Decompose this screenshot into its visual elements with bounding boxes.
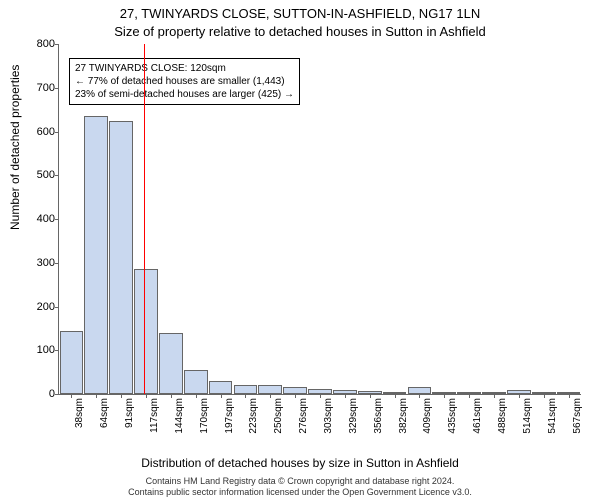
y-tick-label: 300: [25, 257, 59, 269]
y-tick-mark: [55, 44, 59, 45]
x-tick-label: 382sqm: [398, 398, 409, 434]
x-tick-mark: [370, 394, 371, 398]
annotation-line-3: 23% of semi-detached houses are larger (…: [75, 88, 294, 101]
x-tick-label: 197sqm: [224, 398, 235, 434]
x-tick-mark: [419, 394, 420, 398]
marker-line: [144, 44, 145, 394]
annotation-line-1: 27 TWINYARDS CLOSE: 120sqm: [75, 62, 294, 75]
annotation-box: 27 TWINYARDS CLOSE: 120sqm ← 77% of deta…: [69, 58, 300, 105]
y-tick-label: 500: [25, 169, 59, 181]
y-tick-mark: [55, 350, 59, 351]
x-tick-mark: [171, 394, 172, 398]
x-tick-label: 250sqm: [273, 398, 284, 434]
footer-text: Contains HM Land Registry data © Crown c…: [0, 476, 600, 498]
annotation-line-2: ← 77% of detached houses are smaller (1,…: [75, 75, 294, 88]
y-axis-label: Number of detached properties: [8, 65, 22, 230]
y-tick-mark: [55, 219, 59, 220]
plot-area: 27 TWINYARDS CLOSE: 120sqm ← 77% of deta…: [58, 44, 581, 395]
x-tick-label: 409sqm: [422, 398, 433, 434]
x-tick-mark: [196, 394, 197, 398]
x-tick-mark: [121, 394, 122, 398]
footer-line-2: Contains public sector information licen…: [0, 487, 600, 498]
histogram-bar: [159, 333, 183, 394]
x-tick-label: 541sqm: [547, 398, 558, 434]
chart-container: 27, TWINYARDS CLOSE, SUTTON-IN-ASHFIELD,…: [0, 0, 600, 500]
x-tick-label: 329sqm: [348, 398, 359, 434]
x-tick-label: 461sqm: [472, 398, 483, 434]
x-tick-mark: [146, 394, 147, 398]
y-tick-label: 800: [25, 38, 59, 50]
title-line-1: 27, TWINYARDS CLOSE, SUTTON-IN-ASHFIELD,…: [0, 6, 600, 21]
y-tick-label: 100: [25, 344, 59, 356]
y-tick-mark: [55, 307, 59, 308]
histogram-bar: [209, 381, 233, 394]
x-tick-mark: [96, 394, 97, 398]
x-tick-label: 91sqm: [124, 398, 135, 428]
x-tick-label: 38sqm: [74, 398, 85, 428]
x-tick-mark: [71, 394, 72, 398]
y-tick-mark: [55, 263, 59, 264]
histogram-bar: [109, 121, 133, 394]
y-tick-label: 700: [25, 82, 59, 94]
y-tick-mark: [55, 175, 59, 176]
x-tick-mark: [295, 394, 296, 398]
histogram-bar: [258, 385, 282, 394]
y-tick-label: 400: [25, 213, 59, 225]
histogram-bar: [60, 331, 84, 394]
x-tick-label: 488sqm: [497, 398, 508, 434]
y-tick-mark: [55, 132, 59, 133]
x-tick-mark: [444, 394, 445, 398]
x-tick-label: 435sqm: [447, 398, 458, 434]
histogram-bar: [134, 269, 158, 394]
histogram-bar: [184, 370, 208, 394]
footer-line-1: Contains HM Land Registry data © Crown c…: [0, 476, 600, 487]
y-tick-mark: [55, 394, 59, 395]
x-axis-label: Distribution of detached houses by size …: [0, 456, 600, 470]
x-tick-label: 567sqm: [572, 398, 583, 434]
x-tick-mark: [544, 394, 545, 398]
x-tick-mark: [569, 394, 570, 398]
y-tick-label: 0: [25, 388, 59, 400]
x-tick-mark: [395, 394, 396, 398]
x-tick-mark: [221, 394, 222, 398]
x-tick-mark: [345, 394, 346, 398]
x-tick-label: 64sqm: [99, 398, 110, 428]
histogram-bar: [84, 116, 108, 394]
x-tick-label: 117sqm: [149, 398, 160, 433]
x-tick-label: 356sqm: [373, 398, 384, 434]
x-tick-label: 514sqm: [522, 398, 533, 434]
x-tick-label: 144sqm: [174, 398, 185, 434]
x-tick-mark: [320, 394, 321, 398]
y-tick-label: 200: [25, 301, 59, 313]
x-tick-mark: [245, 394, 246, 398]
x-tick-mark: [519, 394, 520, 398]
y-tick-label: 600: [25, 126, 59, 138]
histogram-bar: [234, 385, 258, 394]
x-tick-mark: [469, 394, 470, 398]
title-line-2: Size of property relative to detached ho…: [0, 24, 600, 39]
x-tick-label: 170sqm: [199, 398, 210, 434]
x-tick-mark: [494, 394, 495, 398]
x-tick-label: 276sqm: [298, 398, 309, 434]
x-tick-mark: [270, 394, 271, 398]
y-tick-mark: [55, 88, 59, 89]
x-tick-label: 303sqm: [323, 398, 334, 434]
x-tick-label: 223sqm: [248, 398, 259, 434]
